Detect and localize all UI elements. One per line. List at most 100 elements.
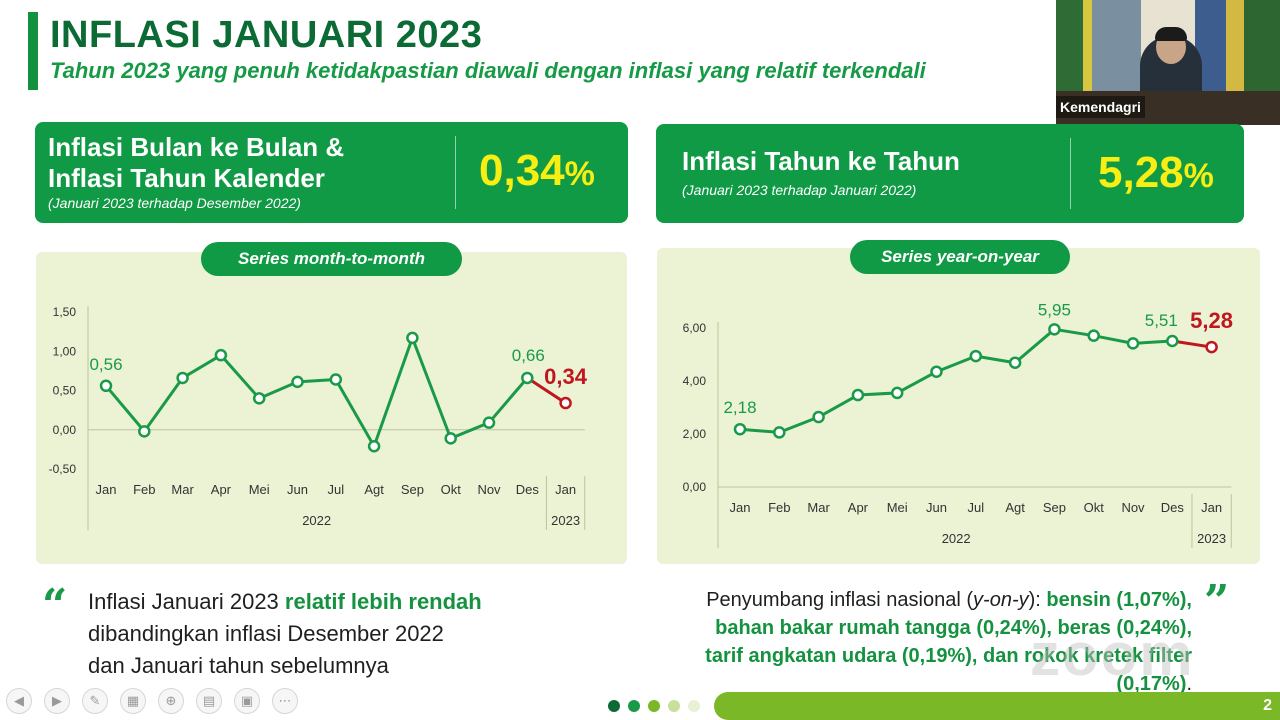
quote-right: Penyumbang inflasi nasional (y-on-y): be… [640, 586, 1192, 698]
next-slide-icon[interactable]: ▶ [44, 688, 70, 714]
progress-dot [688, 700, 700, 712]
quote-right-lead-end: ): [1028, 589, 1047, 611]
progress-dot [668, 700, 680, 712]
card-yoy-note: (Januari 2023 terhadap Januari 2022) [682, 182, 917, 198]
card-mtm-value-number: 0,34 [479, 146, 565, 195]
x-tick-label: Agt [364, 482, 384, 497]
quote-right-lead: Penyumbang inflasi nasional ( [706, 589, 974, 611]
data-point [138, 425, 151, 438]
x-tick-label: Feb [133, 482, 155, 497]
card-yoy-value-number: 5,28 [1098, 148, 1184, 197]
chart-yoy: 6,00 4,00 2,00 0,00 Jan Feb Mar Apr Mei Jun Jul Agt… [683, 300, 1233, 548]
data-label: 5,95 [1038, 300, 1071, 319]
y-tick-label: 1,00 [53, 344, 77, 358]
x-tick-label: Nov [477, 482, 501, 497]
card-mtm-value: 0,34% [479, 146, 595, 196]
data-point [252, 392, 266, 405]
x-tick-label: Jul [327, 482, 344, 497]
quote-right-hl4: (0,17%) [1116, 673, 1187, 695]
series-line [739, 327, 1173, 434]
data-point [444, 432, 457, 445]
quote-left-part1: Inflasi Januari 2023 [88, 589, 285, 614]
card-yoy-value: 5,28% [1098, 148, 1214, 198]
data-point [406, 331, 419, 345]
previous-slide-icon[interactable]: ◀ [6, 688, 32, 714]
year-label: 2023 [551, 513, 580, 528]
data-label: 0,34 [544, 364, 588, 389]
x-tick-label: Jun [287, 482, 308, 497]
data-point [291, 375, 304, 389]
quote-open-icon: “ [42, 580, 68, 631]
card-yoy-divider [1070, 138, 1071, 209]
data-point [1087, 329, 1100, 342]
data-point [1008, 356, 1022, 369]
quote-right-hl2: bahan bakar rumah tangga (0,24%), beras … [715, 617, 1192, 639]
pen-icon[interactable]: ✎ [82, 688, 108, 714]
card-mtm-title-line2: Inflasi Tahun Kalender [48, 163, 325, 193]
progress-dot [628, 700, 640, 712]
participant-name-label: Kemendagri [1056, 96, 1145, 118]
data-point [176, 371, 189, 385]
y-tick-label: 0,00 [683, 480, 707, 494]
page-subtitle: Tahun 2023 yang penuh ketidakpastian dia… [50, 58, 926, 83]
data-point [930, 365, 943, 378]
data-label: 5,28 [1190, 308, 1233, 333]
presentation-toolbar: ◀ ▶ ✎ ▦ ⊕ ▤ ▣ ⋯ [6, 688, 298, 714]
x-tick-label: Apr [848, 500, 869, 515]
data-point [99, 379, 113, 393]
x-tick-label: Mar [171, 482, 194, 497]
chart-mtm: 1,50 1,00 0,50 0,00 -0,50 Jan Feb Mar Apr Mei Jun J… [49, 305, 588, 530]
data-point [851, 388, 865, 402]
quote-left-line2: dibandingkan inflasi Desember 2022 [88, 621, 444, 646]
progress-dot [648, 700, 660, 712]
quote-right-line4: (0,17%). [640, 670, 1192, 698]
quote-left-highlight: relatif lebih rendah [284, 589, 482, 614]
quote-left: Inflasi Januari 2023 relatif lebih renda… [88, 586, 482, 682]
year-label: 2023 [1197, 531, 1226, 546]
data-point [1048, 323, 1061, 336]
slides-grid-icon[interactable]: ▦ [120, 688, 146, 714]
more-options-icon[interactable]: ⋯ [272, 688, 298, 714]
subtitles-icon[interactable]: ▤ [196, 688, 222, 714]
slide-progress-dots [608, 700, 700, 712]
y-tick-label: 0,50 [53, 384, 77, 398]
data-point [812, 410, 825, 424]
progress-dot [608, 700, 620, 712]
x-tick-label: Okt [1084, 500, 1105, 515]
data-point [214, 348, 228, 362]
video-participant-tile[interactable]: Kemendagri [1056, 0, 1280, 125]
data-point [733, 422, 747, 436]
card-mtm-title: Inflasi Bulan ke Bulan & Inflasi Tahun K… [48, 132, 344, 194]
data-point [367, 439, 381, 453]
data-point [969, 349, 983, 363]
x-tick-label: Des [1161, 500, 1185, 515]
quote-left-line3: dan Januari tahun sebelumnya [88, 653, 389, 678]
quote-right-end: . [1186, 673, 1192, 695]
x-tick-label: Mei [249, 482, 270, 497]
data-label: 5,51 [1145, 311, 1178, 330]
zoom-icon[interactable]: ⊕ [158, 688, 184, 714]
title-accent-bar [28, 12, 38, 90]
chart-yoy-title-pill: Series year-on-year [850, 240, 1070, 274]
y-tick-label: 1,50 [53, 305, 77, 319]
quote-close-icon: ” [1204, 576, 1230, 627]
camera-icon[interactable]: ▣ [234, 688, 260, 714]
zoom-watermark: zoom [1030, 621, 1195, 688]
card-inflation-yoy: Inflasi Tahun ke Tahun (Januari 2023 ter… [656, 124, 1244, 223]
card-mtm-note: (Januari 2023 terhadap Desember 2022) [48, 195, 301, 211]
x-tick-label: Jan [730, 500, 751, 515]
x-tick-label: Jun [926, 500, 947, 515]
x-tick-label: Jan [555, 482, 576, 497]
year-label: 2022 [302, 513, 331, 528]
x-tick-label: Jul [967, 500, 984, 515]
year-label: 2022 [942, 531, 971, 546]
quote-right-line1: Penyumbang inflasi nasional (y-on-y): be… [640, 586, 1192, 614]
series-line [104, 336, 529, 448]
participant-hair [1155, 27, 1187, 41]
data-label: 0,66 [512, 346, 545, 365]
data-point [1126, 337, 1140, 350]
page-number: 2 [1263, 697, 1272, 714]
y-tick-label: 0,00 [53, 423, 77, 437]
chart-panel-yoy [657, 248, 1260, 564]
quote-right-lead-italic: y-on-y [973, 589, 1029, 611]
